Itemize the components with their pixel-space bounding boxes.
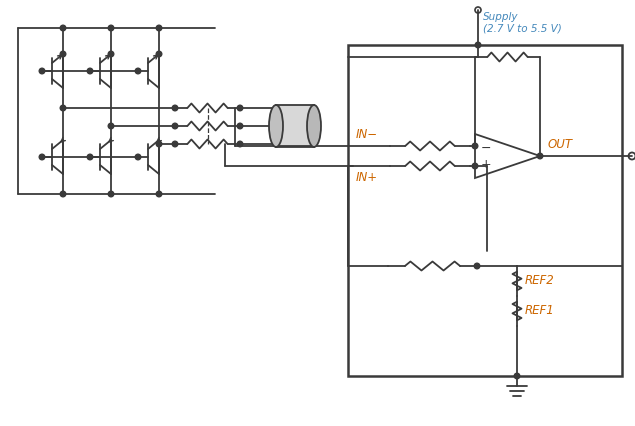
Circle shape xyxy=(172,123,178,129)
Circle shape xyxy=(156,141,162,147)
Circle shape xyxy=(60,105,66,111)
Circle shape xyxy=(537,153,543,159)
Circle shape xyxy=(135,68,141,74)
Text: −: − xyxy=(481,141,491,155)
Circle shape xyxy=(108,123,114,129)
Circle shape xyxy=(108,191,114,197)
Circle shape xyxy=(156,191,162,197)
Text: Supply
(2.7 V to 5.5 V): Supply (2.7 V to 5.5 V) xyxy=(483,12,562,34)
Circle shape xyxy=(87,68,93,74)
Bar xyxy=(348,45,622,376)
Circle shape xyxy=(475,42,481,48)
Ellipse shape xyxy=(307,105,321,147)
Circle shape xyxy=(237,141,243,147)
Circle shape xyxy=(156,51,162,57)
Text: REF1: REF1 xyxy=(525,305,555,317)
Circle shape xyxy=(156,25,162,31)
Circle shape xyxy=(87,154,93,160)
Circle shape xyxy=(472,163,478,169)
Circle shape xyxy=(60,191,66,197)
Circle shape xyxy=(108,51,114,57)
Text: REF2: REF2 xyxy=(525,274,555,288)
Text: IN−: IN− xyxy=(356,128,378,141)
Circle shape xyxy=(474,263,480,269)
Text: OUT: OUT xyxy=(548,138,573,150)
Circle shape xyxy=(39,154,45,160)
Circle shape xyxy=(39,68,45,74)
Circle shape xyxy=(472,143,478,149)
Circle shape xyxy=(108,25,114,31)
Circle shape xyxy=(237,123,243,129)
Circle shape xyxy=(60,51,66,57)
Ellipse shape xyxy=(269,105,283,147)
Text: +: + xyxy=(481,158,491,170)
Circle shape xyxy=(514,373,520,379)
Text: IN+: IN+ xyxy=(356,171,378,184)
Circle shape xyxy=(172,141,178,147)
Circle shape xyxy=(172,105,178,111)
Bar xyxy=(276,105,314,147)
Circle shape xyxy=(60,25,66,31)
Circle shape xyxy=(135,154,141,160)
Circle shape xyxy=(237,105,243,111)
